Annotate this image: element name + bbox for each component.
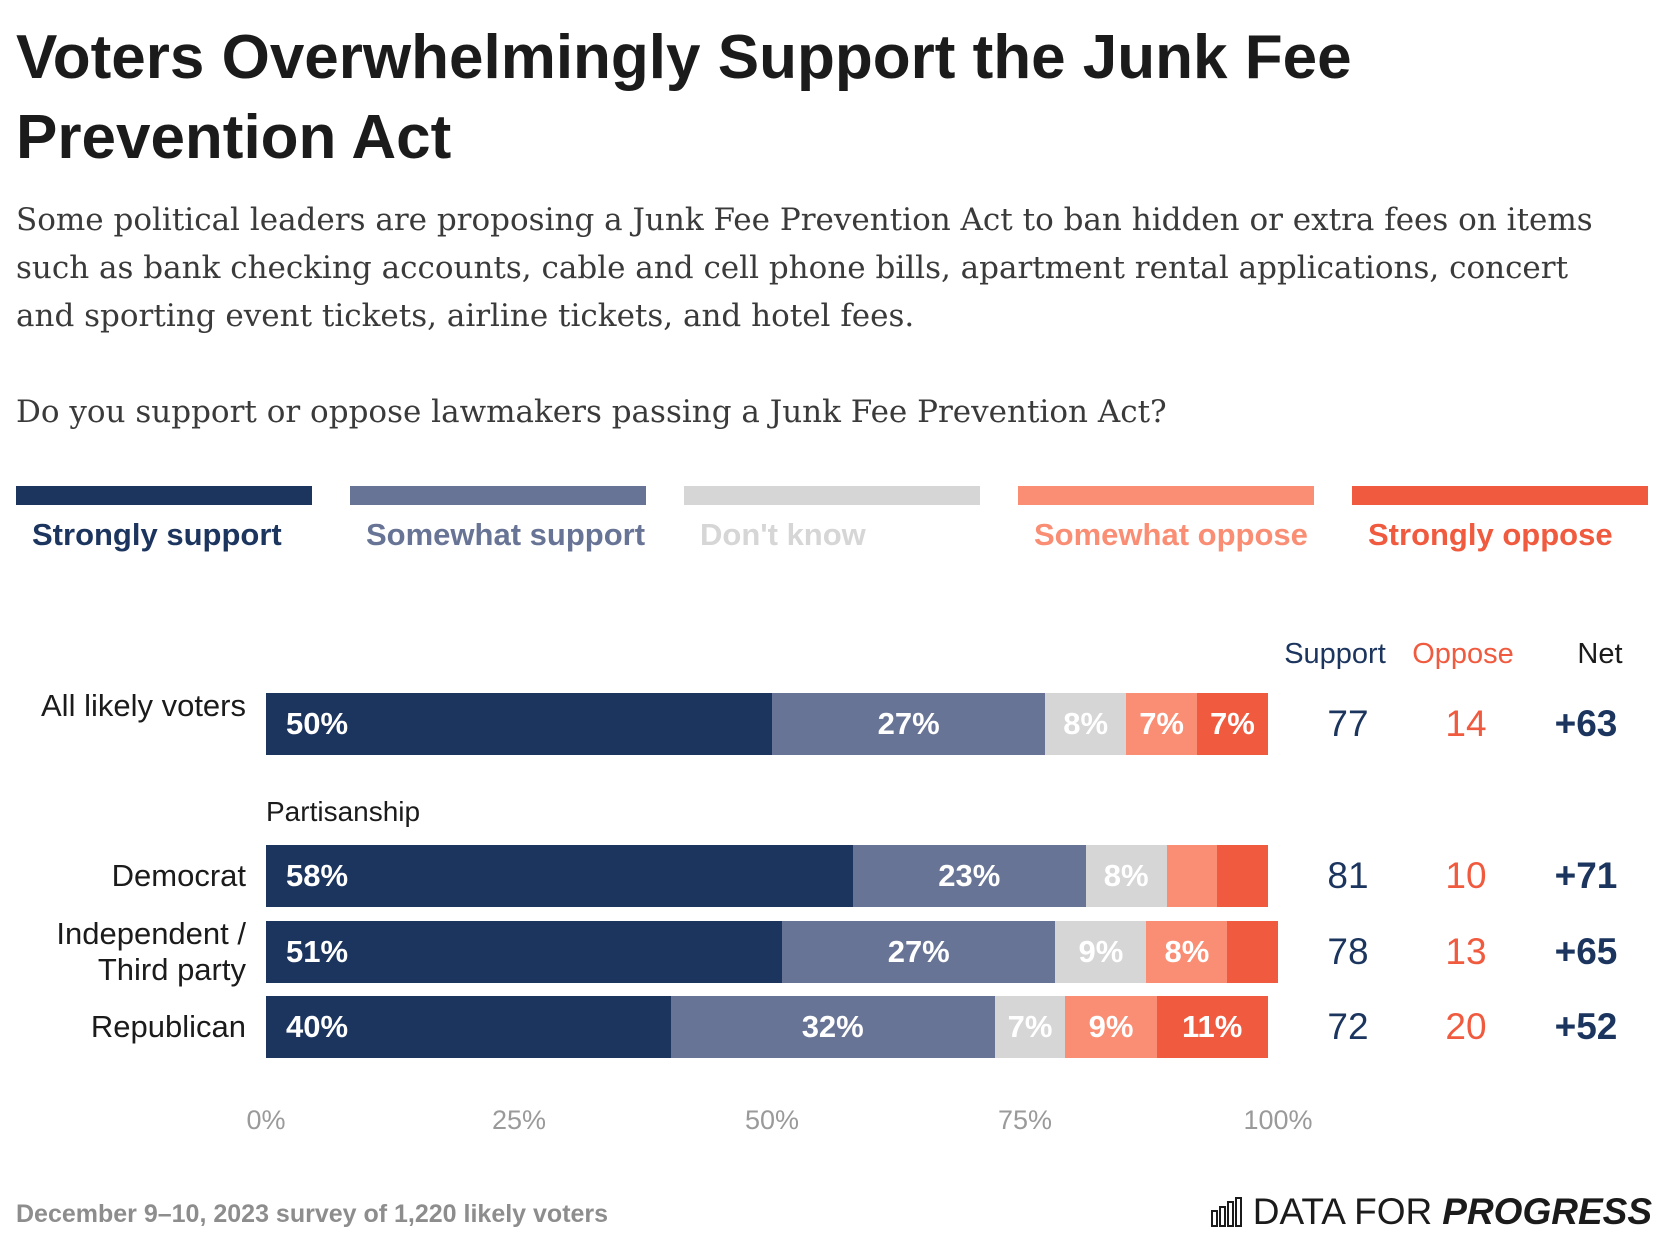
x-tick-label: 100% bbox=[1243, 1105, 1313, 1135]
bar-data-label: 32% bbox=[801, 1009, 864, 1044]
legend-label: Don't know bbox=[700, 517, 866, 552]
net-value: +52 bbox=[1554, 1006, 1618, 1047]
x-tick-label: 25% bbox=[491, 1105, 547, 1135]
row-label: Independent / Third party bbox=[56, 916, 246, 987]
bar-segment-strongly-oppose: 11% bbox=[1156, 996, 1268, 1058]
bar-row: 58% 23% 8% bbox=[266, 845, 1278, 907]
bar-row: 51% 27% 9% 8% bbox=[266, 921, 1278, 983]
chart-subtitle: Some political leaders are proposing a J… bbox=[16, 202, 1593, 334]
row-label: Democrat bbox=[111, 858, 246, 893]
legend-swatch bbox=[1018, 486, 1314, 505]
legend-swatch bbox=[684, 486, 980, 505]
bar-segment-strongly-support: 50% bbox=[266, 693, 772, 755]
bar-segment-somewhat-oppose: 7% bbox=[1126, 693, 1198, 755]
support-value: 78 bbox=[1327, 931, 1369, 972]
net-value: +65 bbox=[1554, 931, 1618, 972]
bar-segment-strongly-support: 40% bbox=[266, 996, 671, 1058]
brand-logo: DATA FOR PROGRESS bbox=[1210, 1188, 1652, 1236]
bar-segment-somewhat-oppose: 8% bbox=[1146, 921, 1228, 983]
legend-swatch bbox=[16, 486, 312, 505]
oppose-value: 14 bbox=[1445, 703, 1487, 744]
row-label: Republican bbox=[90, 1009, 246, 1044]
legend-item-dont-know: Don't know bbox=[684, 486, 980, 557]
bar-segment-somewhat-oppose: 9% bbox=[1065, 996, 1157, 1058]
brand-name-regular: DATA FOR bbox=[1252, 1191, 1433, 1232]
bar-segment-somewhat-support: 23% bbox=[852, 845, 1086, 907]
bar-data-label: 8% bbox=[1103, 858, 1149, 893]
bar-row: 50% 27% 8% 7% 7% bbox=[266, 693, 1278, 755]
bar-segment-strongly-oppose: 7% bbox=[1197, 693, 1268, 755]
support-column-header: Support bbox=[1284, 638, 1386, 670]
chart-title: Voters Overwhelmingly Support the Junk F… bbox=[16, 23, 1352, 172]
oppose-value: 10 bbox=[1445, 855, 1487, 896]
bar-segment-somewhat-oppose bbox=[1166, 845, 1218, 907]
bar-data-label: 9% bbox=[1078, 934, 1124, 969]
bar-data-label: 23% bbox=[938, 858, 1001, 893]
bar-data-label: 7% bbox=[1210, 706, 1255, 741]
bar-data-label: 8% bbox=[1063, 706, 1109, 741]
bar-data-label: 58% bbox=[286, 858, 349, 893]
bar-segment-dont-know: 9% bbox=[1055, 921, 1147, 983]
bar-data-label: 40% bbox=[286, 1009, 349, 1044]
legend-label: Somewhat oppose bbox=[1034, 517, 1308, 552]
bar-segment-strongly-oppose bbox=[1217, 845, 1268, 907]
support-value: 72 bbox=[1327, 1006, 1369, 1047]
oppose-value: 20 bbox=[1445, 1006, 1487, 1047]
survey-note: December 9–10, 2023 survey of 1,220 like… bbox=[16, 1200, 609, 1228]
legend-item-strongly-oppose: Strongly oppose bbox=[1352, 486, 1648, 557]
x-tick-label: 0% bbox=[246, 1105, 286, 1135]
net-column-header: Net bbox=[1577, 638, 1623, 670]
bar-segment-dont-know: 7% bbox=[994, 996, 1066, 1058]
net-value: +71 bbox=[1554, 855, 1618, 896]
oppose-column-header: Oppose bbox=[1412, 638, 1514, 670]
legend-label: Strongly support bbox=[32, 517, 282, 552]
bar-data-label: 51% bbox=[286, 934, 349, 969]
bar-data-label: 8% bbox=[1164, 934, 1210, 969]
bar-data-label: 50% bbox=[286, 706, 349, 741]
bar-segment-somewhat-support: 27% bbox=[782, 921, 1056, 983]
legend-item-somewhat-support: Somewhat support bbox=[350, 486, 646, 557]
bar-data-label: 7% bbox=[1007, 1009, 1053, 1044]
row-label: All likely voters bbox=[41, 688, 246, 723]
brand-name-strong: PROGRESS bbox=[1442, 1191, 1652, 1232]
bar-data-label: 7% bbox=[1139, 706, 1184, 741]
bar-chart-icon bbox=[1210, 1197, 1242, 1227]
bar-data-label: 9% bbox=[1088, 1009, 1134, 1044]
bar-segment-strongly-support: 51% bbox=[266, 921, 783, 983]
legend-swatch bbox=[1352, 486, 1648, 505]
oppose-value: 13 bbox=[1445, 931, 1487, 972]
bar-row: 40% 32% 7% 9% 11% bbox=[266, 996, 1278, 1058]
bar-data-label: 27% bbox=[887, 934, 950, 969]
legend-item-strongly-support: Strongly support bbox=[16, 486, 312, 557]
legend-swatch bbox=[350, 486, 646, 505]
x-tick-label: 50% bbox=[744, 1105, 800, 1135]
bar-data-label: 11% bbox=[1182, 1009, 1243, 1044]
bar-segment-somewhat-support: 27% bbox=[772, 693, 1046, 755]
net-value: +63 bbox=[1554, 703, 1618, 744]
bar-segment-dont-know: 8% bbox=[1085, 845, 1167, 907]
bar-segment-dont-know: 8% bbox=[1045, 693, 1127, 755]
legend-label: Somewhat support bbox=[366, 517, 646, 552]
bar-data-label: 27% bbox=[877, 706, 940, 741]
legend-label: Strongly oppose bbox=[1368, 517, 1613, 552]
legend-item-somewhat-oppose: Somewhat oppose bbox=[1018, 486, 1314, 557]
support-value: 77 bbox=[1327, 703, 1369, 744]
bar-segment-somewhat-support: 32% bbox=[670, 996, 995, 1058]
x-tick-label: 75% bbox=[997, 1105, 1053, 1135]
support-value: 81 bbox=[1327, 855, 1369, 896]
bar-segment-strongly-support: 58% bbox=[266, 845, 853, 907]
survey-question: Do you support or oppose lawmakers passi… bbox=[16, 394, 1167, 430]
partisanship-section-label: Partisanship bbox=[266, 796, 421, 827]
bar-segment-strongly-oppose bbox=[1227, 921, 1278, 983]
